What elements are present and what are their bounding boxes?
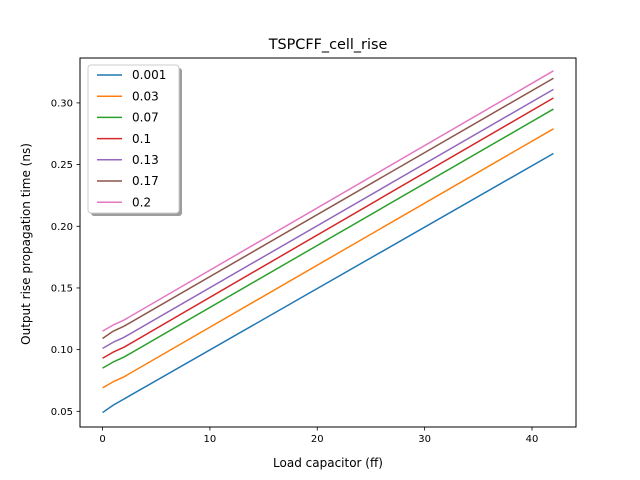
y-axis-label: Output rise propagation time (ns): [19, 143, 33, 345]
legend-box: [87, 64, 180, 214]
y-tick-label: 0.20: [51, 222, 73, 233]
legend-label: 0.2: [132, 195, 151, 209]
y-tick-label: 0.30: [51, 99, 73, 110]
legend-label: 0.13: [132, 153, 159, 167]
plot-frame: [79, 57, 577, 428]
x-tick-label: 0: [99, 434, 105, 445]
chart-title: TSPCFF_cell_rise: [268, 37, 388, 53]
legend: 0.001 0.03 0.07 0.1 0.13 0.17 0.2: [87, 64, 182, 216]
series-line-0.03: [102, 128, 554, 389]
x-tick-label: 30: [418, 434, 431, 445]
legend-label: 0.17: [132, 174, 159, 188]
x-tick-label: 40: [526, 434, 539, 445]
series-line-0.001: [102, 152, 554, 414]
y-tick-label: 0.10: [51, 345, 73, 356]
legend-label: 0.1: [132, 132, 151, 146]
series-line-0.17: [102, 77, 554, 340]
y-axis: 0.05 0.10 0.15 0.20 0.25 0.30: [51, 99, 80, 418]
series-line-0.13: [102, 88, 554, 350]
plot-area: [102, 70, 554, 414]
x-axis: 0 10 20 30 40: [99, 427, 538, 445]
series-line-0.2: [102, 70, 554, 332]
x-tick-label: 20: [311, 434, 324, 445]
x-axis-label: Load capacitor (ff): [273, 456, 383, 470]
legend-label: 0.001: [132, 68, 166, 82]
y-tick-label: 0.15: [51, 284, 73, 295]
x-tick-label: 10: [204, 434, 217, 445]
series-line-0.1: [102, 97, 554, 359]
y-tick-label: 0.05: [51, 407, 73, 418]
series-line-0.07: [102, 108, 554, 369]
legend-label: 0.03: [132, 89, 159, 103]
legend-label: 0.07: [132, 111, 159, 125]
y-tick-label: 0.25: [51, 160, 73, 171]
